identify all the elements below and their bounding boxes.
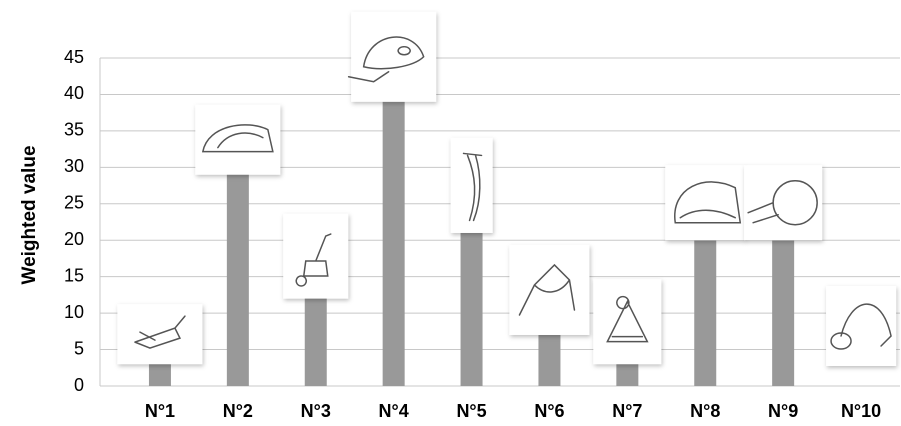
chart: Weighted value 0 5 10 15 20 25 30 35 40 45 N°1 N°2 N… bbox=[0, 0, 901, 426]
sketch-frame bbox=[826, 286, 896, 366]
bar bbox=[305, 299, 327, 386]
product-sketch bbox=[593, 279, 661, 364]
y-tick-label: 45 bbox=[64, 47, 84, 67]
bar bbox=[149, 364, 171, 386]
product-sketch bbox=[283, 214, 348, 299]
sketch-frame bbox=[451, 138, 493, 233]
x-tick-label: N°8 bbox=[690, 401, 720, 421]
product-sketch bbox=[509, 245, 589, 335]
x-tick-label: N°4 bbox=[379, 401, 409, 421]
sketch-frame bbox=[744, 165, 822, 240]
y-tick-label: 40 bbox=[64, 83, 84, 103]
bar bbox=[538, 335, 560, 386]
product-sketch bbox=[195, 105, 280, 175]
bar bbox=[383, 102, 405, 386]
bar bbox=[772, 240, 794, 386]
product-sketch bbox=[349, 12, 437, 102]
product-sketch bbox=[117, 304, 202, 364]
bar bbox=[461, 233, 483, 386]
y-tick-label: 20 bbox=[64, 229, 84, 249]
product-sketch bbox=[744, 165, 822, 240]
x-tick-label: N°2 bbox=[223, 401, 253, 421]
x-tick-label: N°3 bbox=[301, 401, 331, 421]
sketch-frame bbox=[593, 279, 661, 364]
y-tick-label: 10 bbox=[64, 302, 84, 322]
y-axis-label: Weighted value bbox=[19, 145, 40, 284]
x-tick-label: N°5 bbox=[456, 401, 486, 421]
x-tick-label: N°7 bbox=[612, 401, 642, 421]
product-sketch bbox=[826, 286, 896, 366]
y-tick-label: 5 bbox=[74, 338, 84, 358]
x-tick-label: N°10 bbox=[841, 401, 881, 421]
x-tick-label: N°6 bbox=[534, 401, 564, 421]
sketch-frame bbox=[509, 245, 589, 335]
bar bbox=[616, 364, 638, 386]
product-sketch bbox=[665, 165, 745, 240]
y-tick-label: 25 bbox=[64, 193, 84, 213]
bar bbox=[694, 240, 716, 386]
y-tick-label: 15 bbox=[64, 265, 84, 285]
product-sketch bbox=[451, 138, 493, 233]
y-tick-label: 30 bbox=[64, 156, 84, 176]
x-tick-label: N°9 bbox=[768, 401, 798, 421]
y-tick-label: 35 bbox=[64, 120, 84, 140]
bar bbox=[227, 175, 249, 386]
y-tick-label: 0 bbox=[74, 375, 84, 395]
x-tick-label: N°1 bbox=[145, 401, 175, 421]
sketch-frame bbox=[283, 214, 348, 299]
